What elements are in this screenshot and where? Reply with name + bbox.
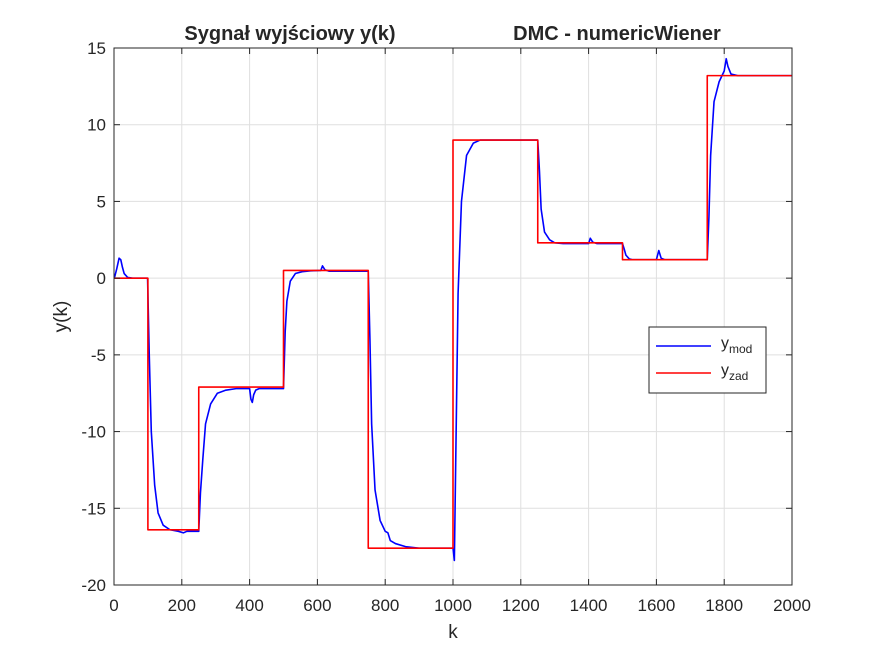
y-axis-label: y(k) — [51, 301, 72, 333]
y-tick-label: -20 — [81, 576, 106, 595]
series-layer — [113, 57, 792, 562]
x-tick-label: 0 — [109, 596, 118, 615]
y-tick-label: -15 — [81, 499, 106, 518]
x-axis-label: k — [448, 622, 458, 643]
x-tick-label: 2000 — [773, 596, 811, 615]
y-tick-label: -5 — [91, 346, 106, 365]
y-tick-label: -10 — [81, 423, 106, 442]
series-line-yzad — [114, 74, 792, 549]
x-tick-label: 1600 — [637, 596, 675, 615]
y-tick-label: 15 — [87, 39, 106, 58]
legend: ymod yzad — [648, 326, 767, 394]
chart-title: Sygnał wyjściowy y(k) — [184, 23, 395, 45]
y-tick-label: 0 — [97, 269, 106, 288]
legend-box — [648, 326, 767, 394]
chart-subtitle: DMC - numericWiener — [513, 23, 721, 45]
x-tick-label: 600 — [303, 596, 331, 615]
x-tick-label: 1000 — [434, 596, 472, 615]
legend-label-yzad: yzad — [721, 362, 748, 383]
x-tick-label: 800 — [371, 596, 399, 615]
x-tick-label: 1200 — [502, 596, 540, 615]
y-tick-label: 10 — [87, 116, 106, 135]
ticks: 0 200 400 600 800 1000 1200 1400 1600 1800 2000 -20… — [81, 39, 810, 615]
y-tick-label: 5 — [97, 192, 106, 211]
x-tick-label: 1400 — [570, 596, 608, 615]
x-tick-label: 400 — [235, 596, 263, 615]
x-tick-label: 200 — [168, 596, 196, 615]
legend-label-ymod: ymod — [721, 335, 752, 356]
x-tick-label: 1800 — [705, 596, 743, 615]
